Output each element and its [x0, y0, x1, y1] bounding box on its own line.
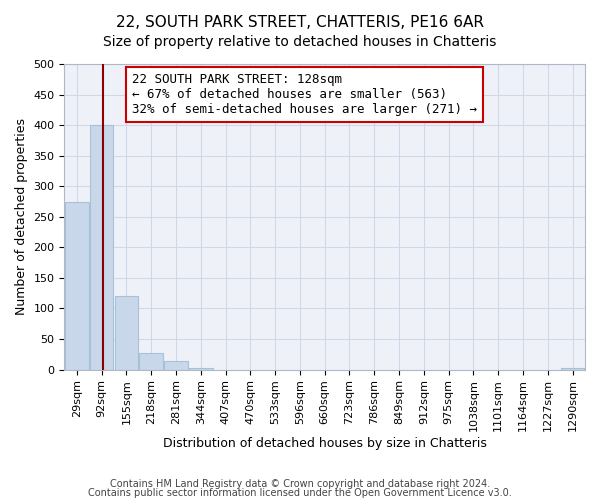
Y-axis label: Number of detached properties: Number of detached properties	[15, 118, 28, 316]
Bar	[115, 296, 138, 370]
Bar	[561, 368, 584, 370]
Bar	[65, 202, 89, 370]
Bar	[164, 361, 188, 370]
Text: Contains public sector information licensed under the Open Government Licence v3: Contains public sector information licen…	[88, 488, 512, 498]
Text: Size of property relative to detached houses in Chatteris: Size of property relative to detached ho…	[103, 35, 497, 49]
Text: 22 SOUTH PARK STREET: 128sqm
← 67% of detached houses are smaller (563)
32% of s: 22 SOUTH PARK STREET: 128sqm ← 67% of de…	[132, 73, 477, 116]
X-axis label: Distribution of detached houses by size in Chatteris: Distribution of detached houses by size …	[163, 437, 487, 450]
Bar	[189, 368, 212, 370]
Text: Contains HM Land Registry data © Crown copyright and database right 2024.: Contains HM Land Registry data © Crown c…	[110, 479, 490, 489]
Text: 22, SOUTH PARK STREET, CHATTERIS, PE16 6AR: 22, SOUTH PARK STREET, CHATTERIS, PE16 6…	[116, 15, 484, 30]
Bar	[139, 353, 163, 370]
Bar	[90, 125, 113, 370]
